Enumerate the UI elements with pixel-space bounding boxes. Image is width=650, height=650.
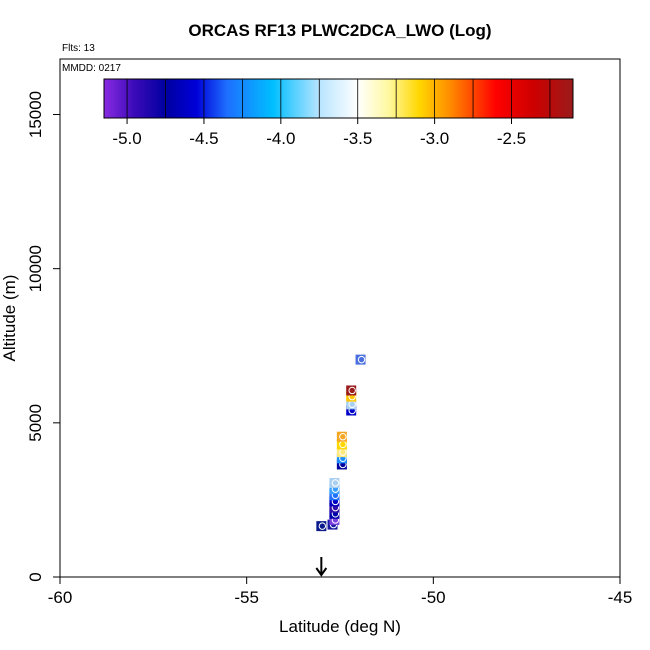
mmdd-annotation: MMDD: 0217: [62, 63, 121, 74]
data-point: [316, 521, 327, 532]
y-axis: 0 5000 10000 15000: [26, 91, 61, 582]
data-point: [336, 453, 347, 464]
colorbar-tick-label: -5.0: [112, 129, 141, 148]
data-point: [355, 354, 366, 365]
plot-area: [315, 354, 366, 577]
flights-annotation: Flts: 13: [62, 43, 95, 54]
data-point-marker: [339, 433, 347, 441]
colorbar: -5.0 -4.5 -4.0 -3.5 -3.0 -2.5: [103, 78, 574, 148]
data-point-marker: [331, 479, 340, 487]
data-point: [336, 459, 347, 470]
x-tick-label: -45: [608, 588, 633, 607]
colorbar-tick-label: -4.0: [266, 129, 295, 148]
data-point: [329, 502, 340, 513]
colorbar-tick-label: -4.5: [189, 129, 218, 148]
y-tick-label: 5000: [26, 404, 45, 442]
x-axis-label: Latitude (deg N): [279, 617, 401, 636]
data-point: [336, 447, 347, 458]
y-tick-label: 15000: [26, 91, 45, 138]
data-point-marker: [357, 355, 366, 364]
marker-arrow-head: [315, 567, 328, 577]
data-point: [329, 490, 340, 501]
data-point-marker: [318, 522, 327, 530]
colorbar-tick-label: -3.0: [420, 129, 449, 148]
data-point: [329, 484, 340, 495]
data-point: [336, 431, 347, 442]
data-point: [329, 496, 340, 507]
data-point: [329, 508, 340, 519]
data-point: [346, 399, 357, 410]
colorbar-tick-label: -3.5: [343, 129, 372, 148]
data-point: [346, 405, 357, 416]
x-tick-label: -50: [421, 588, 446, 607]
colorbar-bar: [103, 78, 574, 119]
y-axis-label: Altitude (m): [0, 275, 19, 362]
y-tick-label: 0: [26, 572, 45, 581]
x-tick-label: -60: [48, 588, 73, 607]
data-point: [346, 385, 357, 396]
colorbar-tick-label: -2.5: [497, 129, 526, 148]
data-point: [336, 439, 347, 450]
x-tick-label: -55: [234, 588, 259, 607]
data-point: [329, 477, 340, 488]
chart-title: ORCAS RF13 PLWC2DCA_LWO (Log): [188, 21, 491, 40]
data-point: [346, 391, 357, 402]
data-point: [329, 514, 340, 525]
data-point-marker: [348, 386, 356, 395]
y-tick-label: 10000: [26, 245, 45, 292]
x-axis: -60 -55 -50 -45: [48, 576, 633, 607]
